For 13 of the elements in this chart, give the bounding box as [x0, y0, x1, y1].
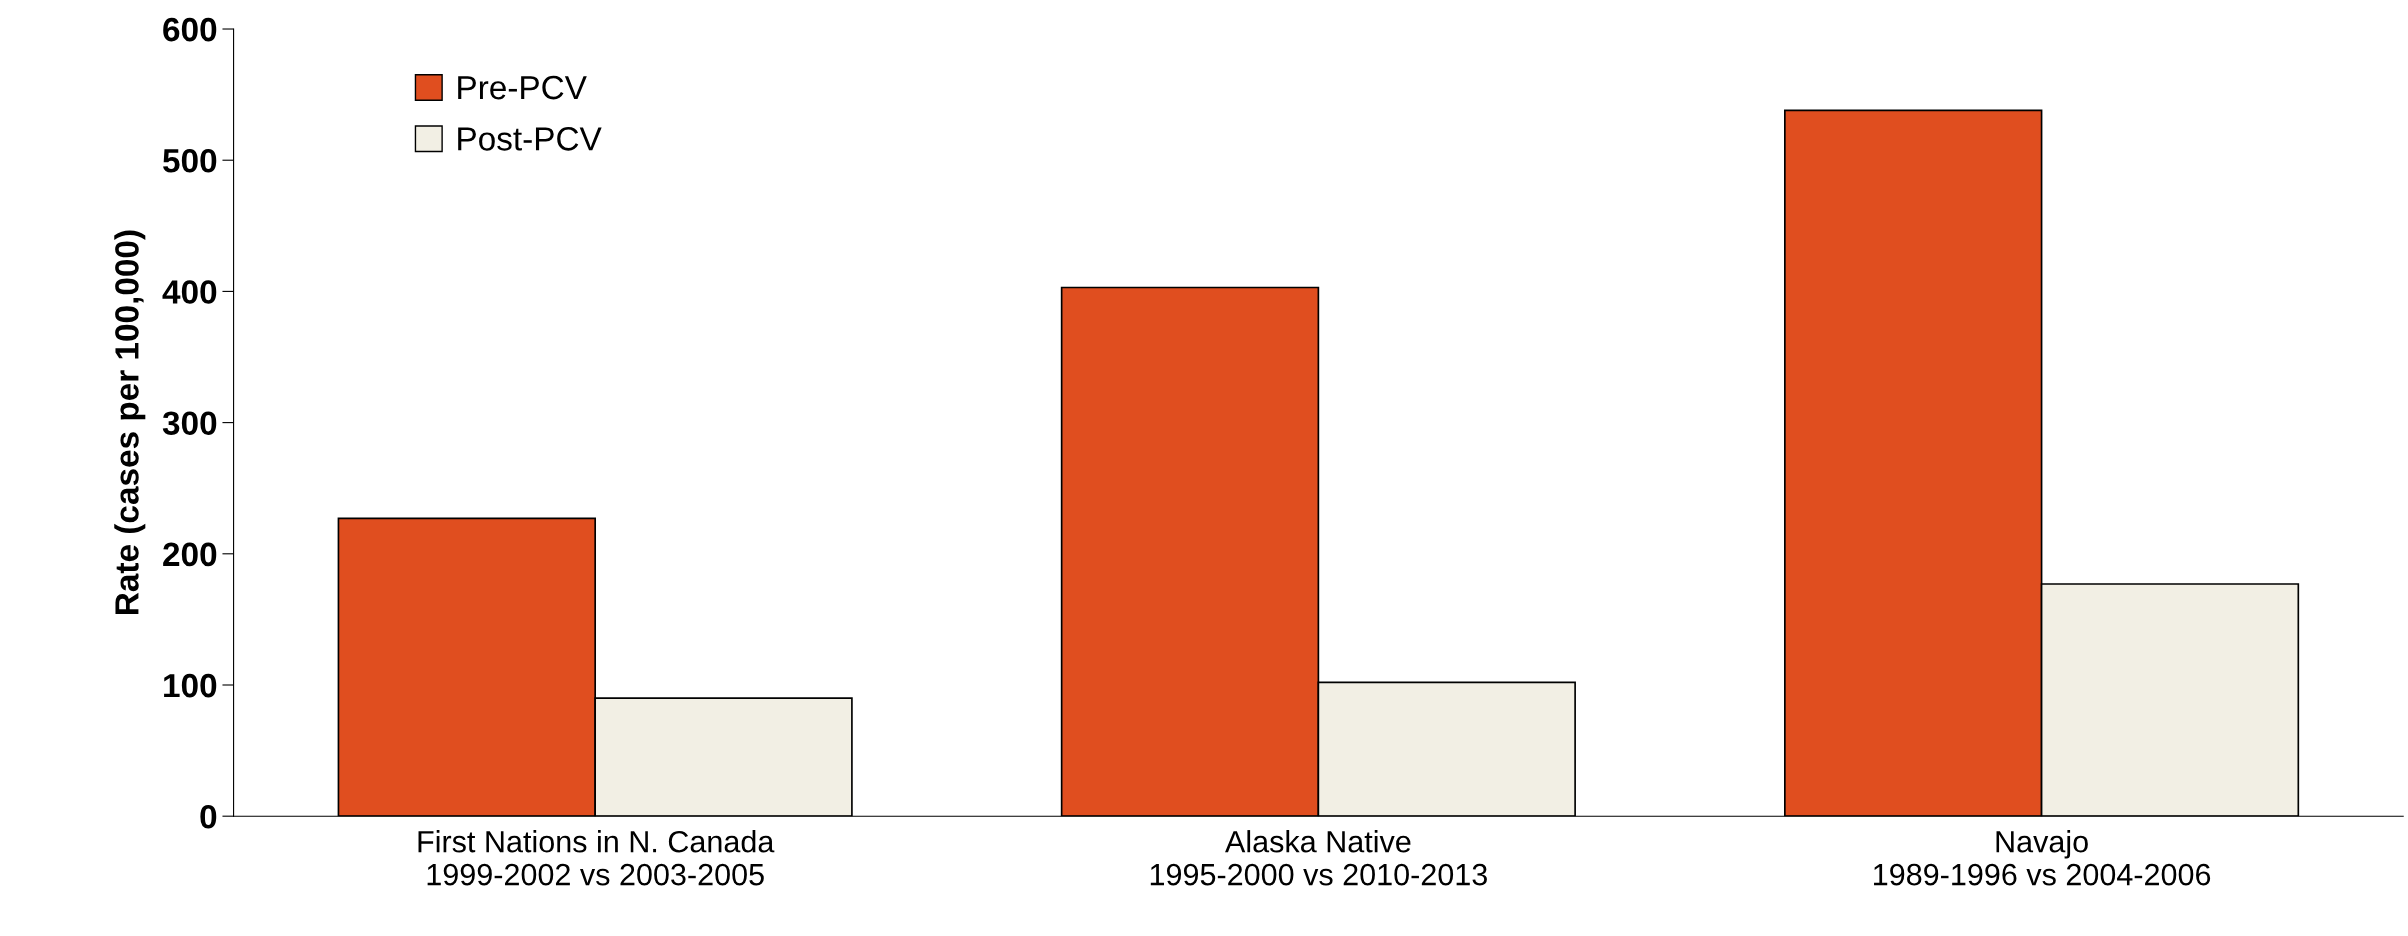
y-tick-label: 400 [162, 280, 217, 304]
x-tick-label: Alaska Native 1995-2000 vs 2010-2013 [1150, 830, 1487, 886]
x-tick-label: Navajo 1989-1996 vs 2004-2006 [1874, 830, 2211, 886]
y-tick-label: 300 [162, 411, 217, 436]
legend-label: Post-PCV [458, 127, 602, 151]
y-tick-label: 100 [164, 673, 217, 698]
y-tick-label: 200 [163, 542, 217, 567]
y-tick-label: 500 [163, 149, 217, 173]
legend-label: Pre-PCV [458, 75, 587, 100]
y-axis-title: Rate (cases per 100,000) [114, 230, 146, 614]
y-tick-label: 0 [200, 804, 217, 829]
x-tick-label: First Nations in N. Canada 1999-2002 vs 2003-2005 [418, 830, 775, 886]
y-tick-label: 600 [163, 17, 217, 42]
